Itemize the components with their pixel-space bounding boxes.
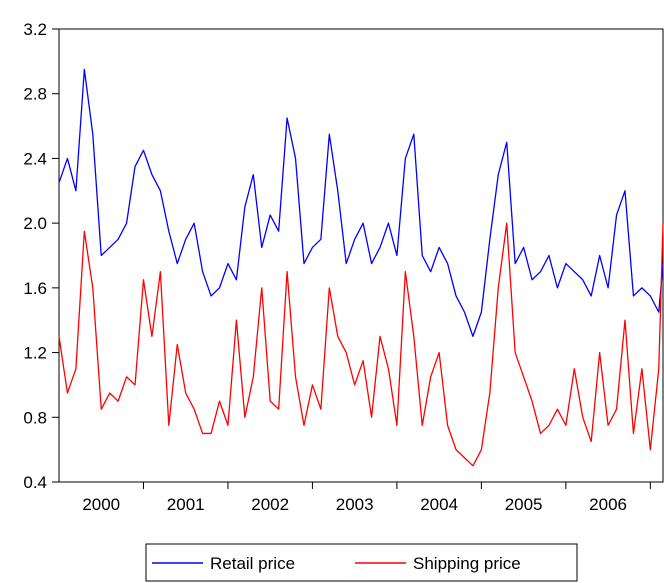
x-tick-label: 2003 (336, 495, 374, 514)
y-tick-label: 1.6 (23, 279, 47, 298)
x-tick-label: 2002 (251, 495, 289, 514)
y-tick-label: 0.4 (23, 473, 47, 492)
series-group (58, 68, 664, 467)
x-axis: 2000 2001 2002 2003 2004 2005 2006 (82, 482, 651, 514)
x-tick-label: 2000 (82, 495, 120, 514)
y-tick-label: 2.0 (23, 214, 47, 233)
y-tick-label: 0.8 (23, 408, 47, 427)
x-tick-label: 2005 (505, 495, 543, 514)
y-tick-label: 1.2 (23, 344, 47, 363)
y-axis: 0.4 0.8 1.2 1.6 2.0 2.4 2.8 3.2 (23, 20, 59, 492)
plot-frame (58, 28, 664, 483)
legend: Retail price Shipping price (145, 543, 578, 582)
y-tick-label: 2.4 (23, 149, 47, 168)
legend-label-retail-price: Retail price (210, 554, 295, 573)
x-tick-label: 2006 (589, 495, 627, 514)
y-tick-label: 3.2 (23, 20, 47, 39)
series-line-retail-price (58, 68, 664, 338)
x-tick-label: 2004 (420, 495, 458, 514)
legend-label-shipping-price: Shipping price (413, 554, 521, 573)
y-tick-label: 2.8 (23, 85, 47, 104)
x-tick-label: 2001 (167, 495, 205, 514)
series-line-shipping-price (58, 222, 664, 467)
